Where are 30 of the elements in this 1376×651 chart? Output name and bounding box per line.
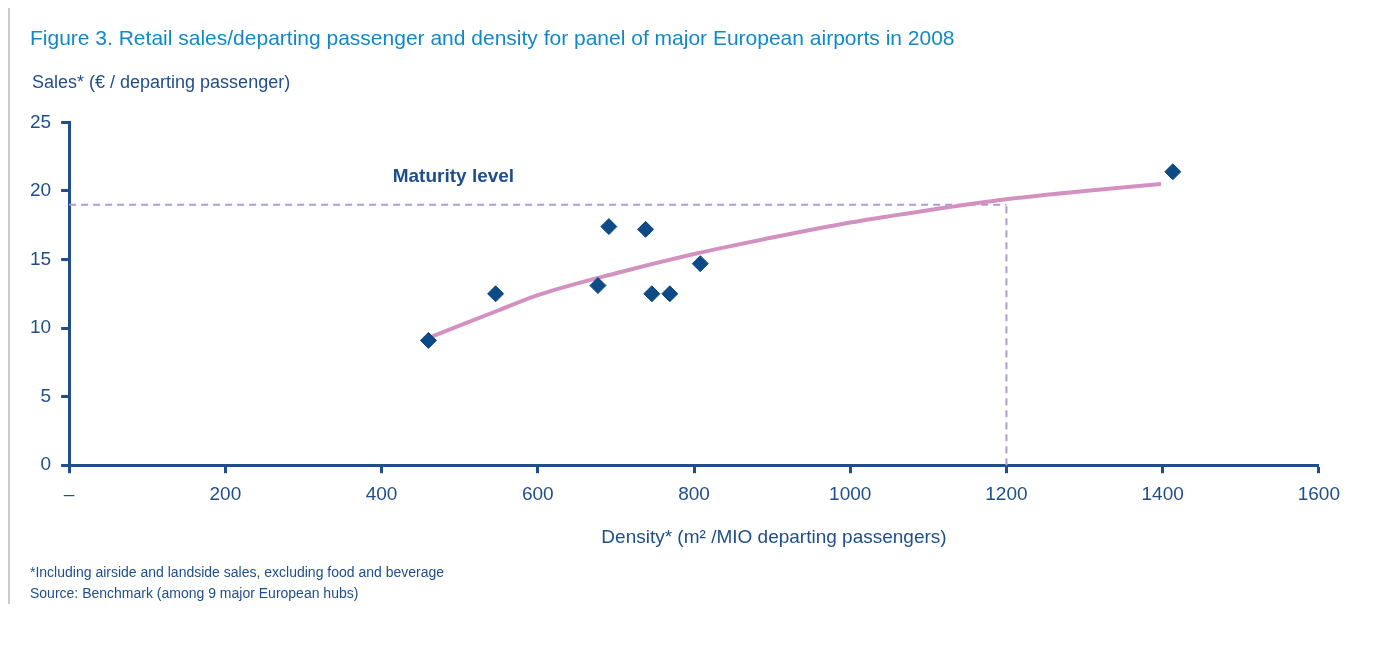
x-tick-label: 1400: [1141, 482, 1184, 504]
point: [419, 331, 437, 349]
y-tick-label: 20: [29, 179, 52, 201]
y-tick-label: 0: [40, 453, 52, 475]
y-axis-title: Sales* (€ / departing passenger): [32, 72, 292, 93]
x-axis-title: Density* (m² /MIO departing passengers): [600, 526, 948, 548]
x-tick-label: 200: [209, 482, 242, 504]
point: [643, 285, 661, 303]
point: [637, 220, 655, 238]
point: [487, 285, 505, 303]
y-tick-label: 5: [40, 384, 52, 406]
x-tick-label: 400: [365, 482, 398, 504]
point: [1164, 163, 1182, 181]
x-tick-label: 600: [521, 482, 554, 504]
x-tick-label: 1600: [1297, 482, 1341, 504]
x-tick-label: 1200: [985, 482, 1028, 504]
y-tick-label: 10: [29, 316, 52, 338]
ref-line-label: Maturity level: [392, 165, 515, 187]
point: [691, 255, 709, 273]
point: [600, 218, 618, 236]
point: [661, 285, 679, 303]
y-tick-label: 15: [29, 247, 52, 269]
x-tick-label: 800: [678, 482, 710, 504]
point: [589, 277, 607, 295]
chart-title: Figure 3. Retail sales/departing passenger and density for panel of major European airports in 2008: [30, 25, 956, 51]
source-note: Source: Benchmark (among 9 major European hubs): [30, 584, 360, 603]
y-tick-label: 25: [29, 110, 52, 132]
x-tick-label: –: [63, 482, 75, 504]
text: *Including airside and landside sales, excluding food and beverage: [30, 563, 446, 582]
x-tick-label: 1000: [829, 482, 872, 504]
